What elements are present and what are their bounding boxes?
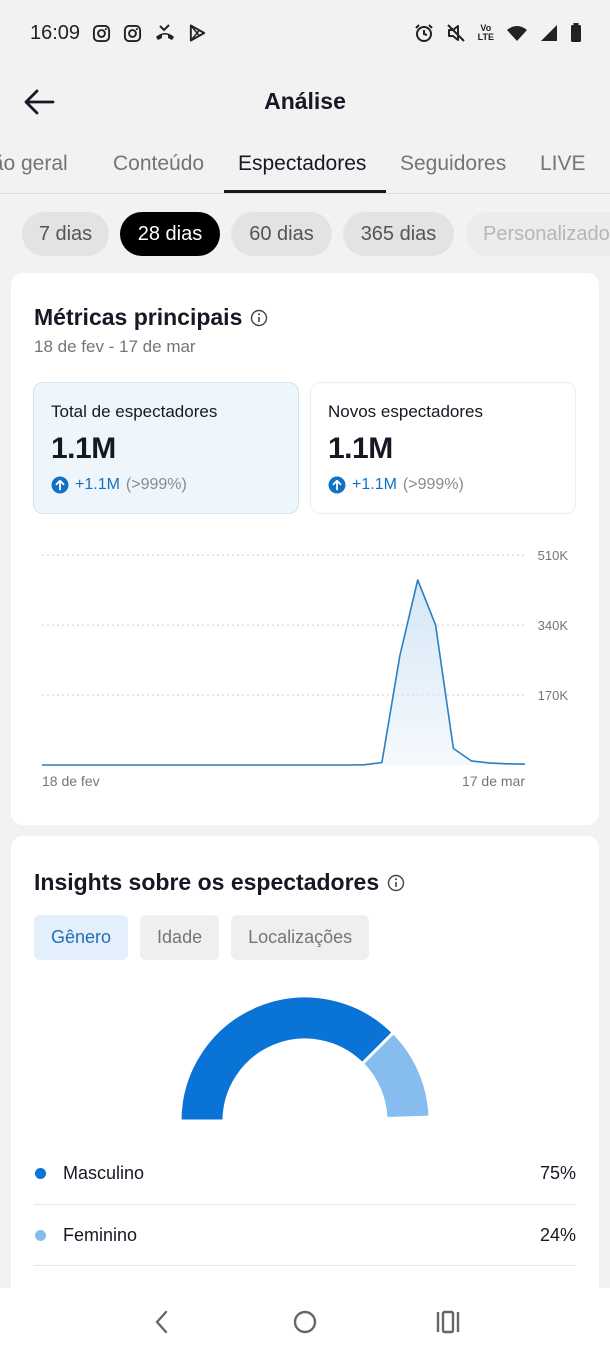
insights-header: Insights sobre os espectadores — [34, 869, 405, 896]
change-value: +1.1M — [352, 476, 397, 493]
circle-home-icon — [293, 1310, 317, 1334]
period-365-days[interactable]: 365 dias — [343, 212, 454, 256]
metric-label: Total de espectadores — [51, 402, 218, 421]
header: Análise — [0, 66, 610, 136]
tab-followers[interactable]: Seguidores — [400, 152, 507, 175]
status-left: 16:09 — [30, 22, 207, 45]
tab-viewers[interactable]: Espectadores — [238, 152, 367, 175]
arrow-up-circle-icon — [328, 476, 346, 494]
donut-slice — [178, 994, 396, 1123]
nav-back-button[interactable] — [142, 1302, 182, 1342]
donut-slice — [360, 1030, 432, 1121]
divider — [34, 1204, 576, 1205]
missed-call-icon — [154, 23, 176, 43]
legend-value: 75% — [539, 1163, 576, 1183]
change-percent: (>999%) — [125, 476, 187, 493]
insights-title: Insights sobre os espectadores — [34, 869, 380, 895]
system-nav-bar — [0, 1288, 610, 1356]
back-button[interactable] — [22, 84, 58, 120]
signal-icon — [540, 24, 558, 42]
segment-gender[interactable]: Gênero — [34, 915, 129, 960]
info-icon[interactable] — [387, 874, 405, 892]
series-area — [42, 579, 525, 765]
status-bar: 16:09 Vo LTE — [0, 0, 610, 66]
chevron-left-icon — [155, 1310, 167, 1334]
recents-icon — [437, 1310, 460, 1334]
instagram-icon — [92, 24, 111, 43]
legend-row-female: Feminino 24% — [34, 1205, 576, 1266]
period-7-days[interactable]: 7 dias — [22, 212, 109, 256]
metric-total-viewers[interactable]: Total de espectadores 1.1M +1.1M (>999%) — [33, 382, 299, 514]
metric-value: 1.1M — [328, 432, 393, 465]
change-value: +1.1M — [75, 476, 120, 493]
tab-overview[interactable]: Visão geral — [0, 152, 68, 175]
battery-icon — [570, 23, 582, 43]
arrow-left-icon — [24, 89, 55, 115]
status-time: 16:09 — [30, 21, 81, 44]
insights-segments: Gênero Idade Localizações — [34, 915, 370, 960]
segment-age[interactable]: Idade — [140, 915, 220, 960]
info-icon[interactable] — [250, 309, 268, 327]
period-selector: 7 dias 28 dias 60 dias 365 dias Personal… — [0, 212, 610, 256]
metric-label: Novos espectadores — [328, 402, 483, 421]
alarm-icon — [414, 23, 434, 43]
legend-value: 24% — [539, 1225, 576, 1245]
period-60-days[interactable]: 60 dias — [231, 212, 332, 256]
viewer-insights-card: Insights sobre os espectadores Gênero Id… — [11, 836, 599, 1306]
metric-value: 1.1M — [51, 432, 116, 465]
y-tick-label: 510K — [538, 548, 569, 563]
divider — [34, 1265, 576, 1266]
legend-row-male: Masculino 75% — [34, 1143, 576, 1204]
change-percent: (>999%) — [402, 476, 464, 493]
tab-live[interactable]: LIVE — [540, 152, 586, 175]
period-custom[interactable]: Personalizado — [466, 212, 610, 256]
metric-change: +1.1M (>999%) — [328, 476, 558, 494]
key-metrics-title: Métricas principais — [34, 304, 243, 330]
page-title: Análise — [264, 87, 346, 114]
y-tick-label: 340K — [538, 618, 569, 633]
metric-new-viewers[interactable]: Novos espectadores 1.1M +1.1M (>999%) — [310, 382, 576, 514]
key-metrics-header: Métricas principais — [34, 304, 268, 331]
legend-label: Masculino — [63, 1163, 145, 1183]
analytics-tabs: Visão geral Conteúdo Espectadores Seguid… — [0, 140, 610, 194]
tab-content[interactable]: Conteúdo — [113, 152, 205, 175]
key-metrics-card: Métricas principais 18 de fev - 17 de ma… — [11, 273, 599, 825]
legend-label: Feminino — [63, 1225, 138, 1245]
date-range: 18 de fev - 17 de mar — [34, 337, 196, 356]
period-28-days[interactable]: 28 dias — [120, 212, 220, 256]
gender-donut-chart — [178, 994, 432, 1123]
series-line — [42, 579, 526, 766]
status-right: Vo LTE — [414, 23, 582, 43]
active-tab-indicator — [224, 190, 386, 193]
volte-icon: Vo LTE — [477, 23, 494, 42]
nav-recents-button[interactable] — [428, 1302, 468, 1342]
legend-dot — [35, 1230, 46, 1241]
play-store-icon — [188, 23, 207, 43]
wifi-icon — [506, 24, 528, 42]
arrow-up-circle-icon — [51, 476, 69, 494]
instagram-icon — [123, 24, 142, 43]
viewers-chart: 170K 340K 510K 18 de fev 17 de mar — [42, 548, 569, 789]
metric-change: +1.1M (>999%) — [51, 476, 281, 494]
y-tick-label: 170K — [538, 688, 569, 703]
legend-dot — [35, 1168, 46, 1179]
x-tick-label: 17 de mar — [462, 773, 525, 789]
nav-home-button[interactable] — [285, 1302, 325, 1342]
mute-icon — [446, 23, 466, 43]
x-tick-label: 18 de fev — [42, 773, 100, 789]
segment-locations[interactable]: Localizações — [231, 915, 370, 960]
